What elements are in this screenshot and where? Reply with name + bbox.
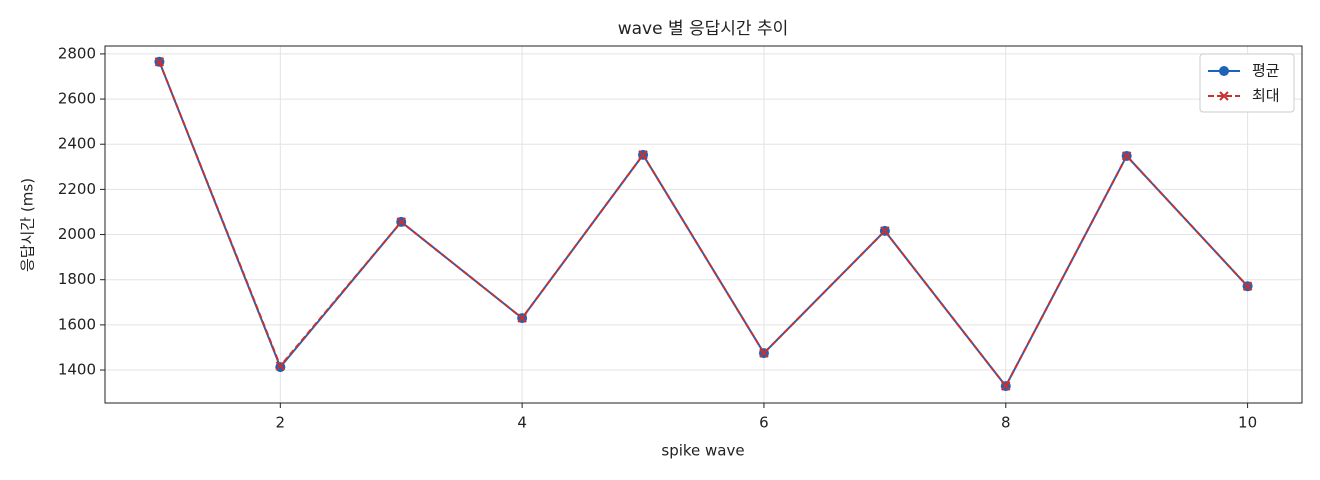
marker <box>1219 66 1229 76</box>
marker <box>1219 91 1229 101</box>
marker-x <box>154 57 165 67</box>
marker-x <box>1242 281 1253 291</box>
y-tick-label: 2600 <box>58 90 96 108</box>
marker-x <box>517 313 527 323</box>
y-tick-label: 1400 <box>58 361 96 379</box>
marker <box>154 57 165 67</box>
marker-x <box>396 217 406 227</box>
x-tick-label: 6 <box>759 414 769 432</box>
y-tick-label: 1600 <box>58 315 96 333</box>
marker <box>1242 281 1253 291</box>
plot-frame <box>104 45 1303 404</box>
marker-x <box>638 150 648 160</box>
y-tick-label: 2400 <box>58 135 96 153</box>
y-axis-label: 응답시간 (ms) <box>19 178 37 272</box>
x-axis-label: spike wave <box>661 442 744 460</box>
legend-label: 평균 <box>1252 62 1280 80</box>
legend-box <box>1199 53 1295 113</box>
y-tick-label: 1800 <box>58 270 96 288</box>
x-tick-label: 10 <box>1238 414 1257 432</box>
marker <box>880 226 890 236</box>
marker <box>1121 151 1132 161</box>
line <box>158 61 1249 388</box>
x-tick-label: 4 <box>517 414 527 432</box>
y-tick-label: 2800 <box>58 44 96 62</box>
marker-x <box>880 226 890 236</box>
marker-x <box>759 348 769 358</box>
x-tick-label: 2 <box>276 414 286 432</box>
marker <box>1001 381 1011 391</box>
y-tick-label: 2200 <box>58 180 96 198</box>
marker-x <box>1001 381 1011 391</box>
marker-x <box>1121 151 1132 161</box>
line <box>158 61 1249 388</box>
marker-x <box>275 361 286 371</box>
marker <box>759 348 769 358</box>
legend-label: 최대 <box>1252 87 1280 105</box>
x-tick-label: 8 <box>1001 414 1011 432</box>
marker <box>638 150 648 160</box>
marker <box>517 313 527 323</box>
marker <box>275 361 286 371</box>
marker-x <box>1219 91 1229 101</box>
chart-title: wave 별 응답시간 추이 <box>618 19 789 39</box>
y-tick-label: 2000 <box>58 225 96 243</box>
marker <box>396 217 406 227</box>
